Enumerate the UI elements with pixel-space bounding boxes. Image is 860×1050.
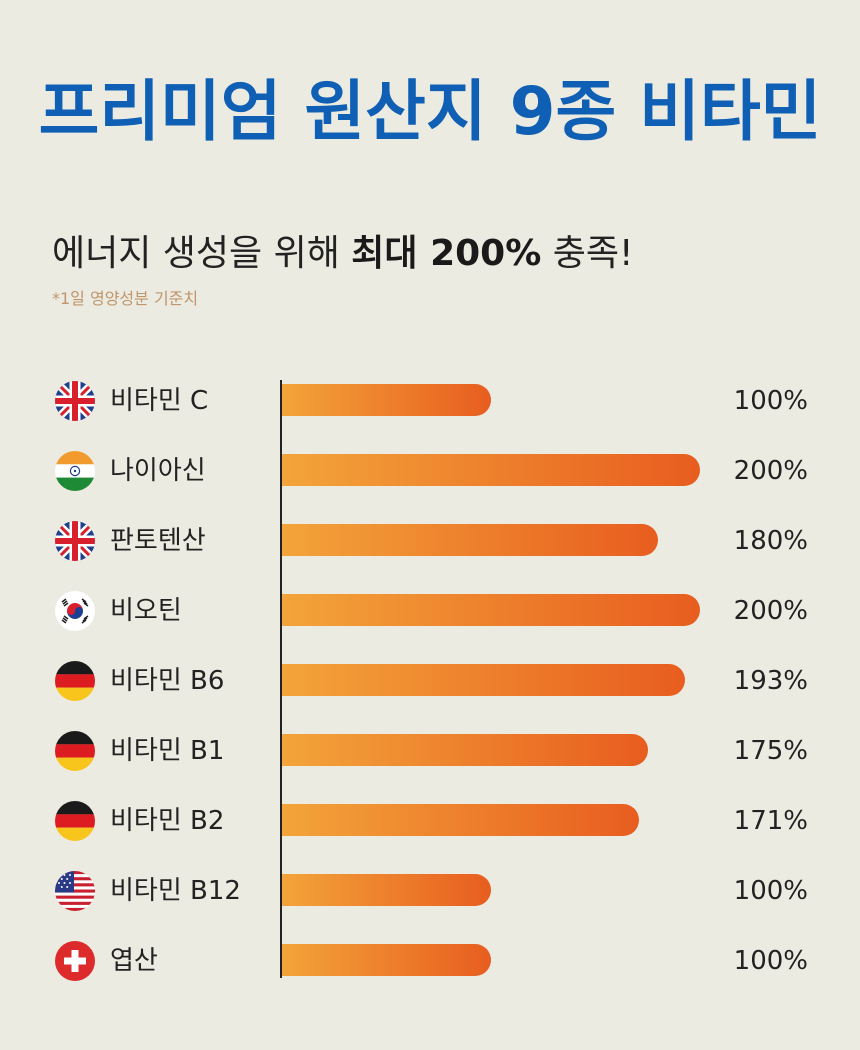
chart-row: 비타민 B2 171% — [0, 801, 860, 841]
chart-row: 비타민 B12 100% — [0, 871, 860, 911]
value-label: 100% — [733, 946, 808, 976]
chart-row: 비오틴 200% — [0, 591, 860, 631]
chart-row: 비타민 B6 193% — [0, 661, 860, 701]
subtitle: 에너지 생성을 위해 최대 200% 충족! — [52, 230, 633, 278]
chart-row: 엽산 100% — [0, 941, 860, 981]
bar — [282, 944, 491, 976]
bar — [282, 524, 658, 556]
uk-flag-icon — [55, 521, 95, 561]
value-label: 100% — [733, 386, 808, 416]
value-label: 100% — [733, 876, 808, 906]
bar — [282, 454, 700, 486]
value-label: 171% — [733, 806, 808, 836]
category-label: 비오틴 — [110, 596, 182, 626]
germany-flag-icon — [55, 661, 95, 701]
category-label: 비타민 B6 — [110, 666, 225, 696]
value-label: 200% — [733, 456, 808, 486]
bar — [282, 734, 648, 766]
category-label: 비타민 B2 — [110, 806, 225, 836]
value-label: 200% — [733, 596, 808, 626]
category-label: 엽산 — [110, 946, 158, 976]
switzerland-flag-icon — [55, 941, 95, 981]
category-label: 판토텐산 — [110, 526, 206, 556]
bar — [282, 664, 685, 696]
value-label: 180% — [733, 526, 808, 556]
subtitle-pre: 에너지 생성을 위해 — [52, 233, 352, 274]
subtitle-post: 충족! — [541, 233, 634, 274]
category-label: 비타민 B1 — [110, 736, 225, 766]
category-label: 비타민 C — [110, 386, 209, 416]
india-flag-icon — [55, 451, 95, 491]
germany-flag-icon — [55, 801, 95, 841]
chart-row: 판토텐산 180% — [0, 521, 860, 561]
chart-row: 나이아신 200% — [0, 451, 860, 491]
chart-axis-line — [280, 380, 282, 978]
germany-flag-icon — [55, 731, 95, 771]
bar — [282, 874, 491, 906]
page-title: 프리미엄 원산지 9종 비타민 — [38, 73, 822, 150]
uk-flag-icon — [55, 381, 95, 421]
chart-row: 비타민 C 100% — [0, 381, 860, 421]
usa-flag-icon — [55, 871, 95, 911]
value-label: 193% — [733, 666, 808, 696]
subtitle-highlight: 최대 200% — [351, 233, 542, 274]
bar — [282, 384, 491, 416]
korea-flag-icon — [55, 591, 95, 631]
category-label: 비타민 B12 — [110, 876, 241, 906]
bar — [282, 594, 700, 626]
category-label: 나이아신 — [110, 456, 206, 486]
bar — [282, 804, 639, 836]
chart-row: 비타민 B1 175% — [0, 731, 860, 771]
footnote: *1일 영양성분 기준치 — [52, 289, 199, 308]
value-label: 175% — [733, 736, 808, 766]
